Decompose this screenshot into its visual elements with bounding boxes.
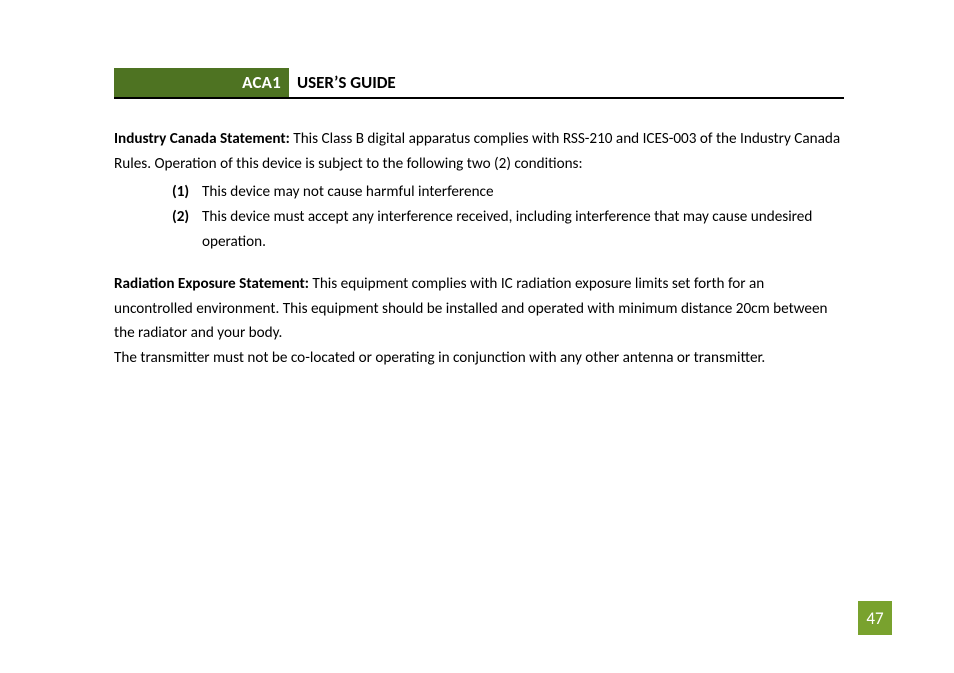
conditions-list: (1) This device may not cause harmful in… xyxy=(114,180,844,254)
document-page: ACA1 USER’S GUIDE Industry Canada Statem… xyxy=(0,0,954,371)
header-title: USER’S GUIDE xyxy=(297,72,396,93)
header-code-block: ACA1 xyxy=(114,68,289,97)
condition-item-2: (2) This device must accept any interfer… xyxy=(172,205,844,254)
page-number: 47 xyxy=(866,608,883,629)
header-title-block: USER’S GUIDE xyxy=(289,68,396,97)
condition-text: This device may not cause harmful interf… xyxy=(202,183,494,201)
radiation-exposure-label: Radiation Exposure Statement: xyxy=(114,275,309,293)
page-number-badge: 47 xyxy=(858,601,892,635)
transmitter-paragraph: The transmitter must not be co-located o… xyxy=(114,346,844,371)
condition-marker: (2) xyxy=(172,205,189,230)
body-content: Industry Canada Statement: This Class B … xyxy=(114,127,844,371)
industry-canada-label: Industry Canada Statement: xyxy=(114,130,290,148)
condition-item-1: (1) This device may not cause harmful in… xyxy=(172,180,844,205)
header-code: ACA1 xyxy=(242,72,281,93)
industry-canada-paragraph: Industry Canada Statement: This Class B … xyxy=(114,127,844,176)
page-header: ACA1 USER’S GUIDE xyxy=(114,68,844,99)
condition-text: This device must accept any interference… xyxy=(202,208,812,251)
condition-marker: (1) xyxy=(172,180,189,205)
radiation-exposure-paragraph: Radiation Exposure Statement: This equip… xyxy=(114,272,844,346)
